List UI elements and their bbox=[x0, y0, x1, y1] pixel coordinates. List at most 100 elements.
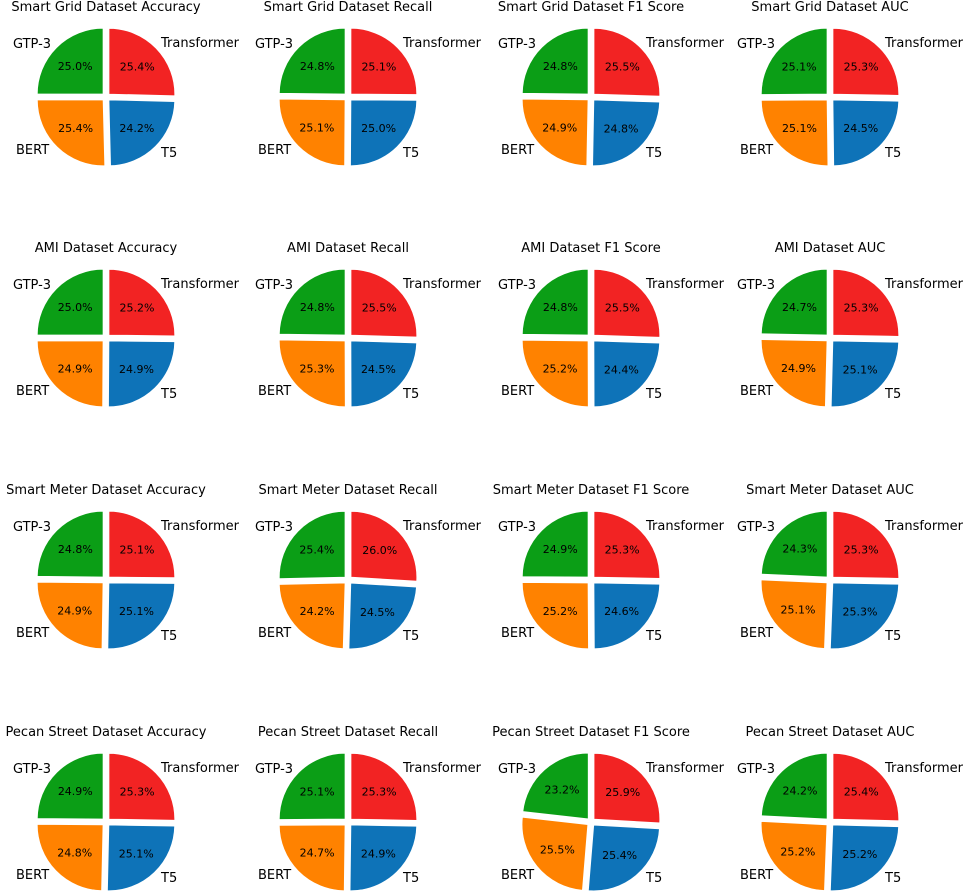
pie-slice-gtp-3 bbox=[593, 582, 661, 650]
pie-slice-t5 bbox=[521, 510, 589, 578]
slice-percent-label: 25.1% bbox=[119, 543, 154, 556]
pie-slice-bert bbox=[36, 581, 104, 650]
slice-percent-label: 25.2% bbox=[780, 845, 815, 858]
pie-chart: Smart Meter Dataset Recall 26.0% Transform… bbox=[255, 483, 482, 650]
slice-category-label: T5 bbox=[884, 871, 901, 886]
pie-slice-transformer bbox=[593, 27, 661, 97]
pie-chart: Pecan Street Dataset Recall 25.3% Transfor… bbox=[255, 725, 482, 891]
slice-percent-label: 25.5% bbox=[605, 302, 640, 315]
pie-slice-t5 bbox=[760, 510, 828, 578]
slice-category-label: BERT bbox=[258, 384, 291, 399]
pie-slice-t5 bbox=[278, 27, 346, 95]
pie-slice-t5 bbox=[760, 268, 828, 336]
pie-slice-t5 bbox=[36, 510, 104, 578]
slice-percent-label: 24.4% bbox=[604, 363, 639, 376]
slice-category-label: GTP-3 bbox=[498, 520, 536, 535]
chart-title: Smart Grid Dataset F1 Score bbox=[498, 0, 684, 15]
pie-slice-transformer bbox=[593, 510, 661, 579]
chart-title: AMI Dataset F1 Score bbox=[521, 241, 660, 256]
pie-slice-transformer bbox=[832, 27, 900, 96]
slice-category-label: T5 bbox=[645, 629, 662, 644]
slice-category-label: Transformer bbox=[160, 519, 240, 534]
slice-category-label: GTP-3 bbox=[498, 762, 536, 777]
slice-percent-label: 24.5% bbox=[843, 122, 878, 135]
slice-percent-label: 25.2% bbox=[543, 605, 578, 618]
pie-chart: Pecan Street Dataset AUC 25.4% Transformer… bbox=[737, 725, 964, 891]
slice-percent-label: 24.8% bbox=[604, 123, 639, 136]
slice-percent-label: 25.3% bbox=[844, 301, 879, 314]
slice-category-label: Transformer bbox=[160, 761, 240, 776]
slice-percent-label: 25.3% bbox=[842, 606, 877, 619]
slice-category-label: T5 bbox=[160, 629, 177, 644]
pie-slice-gtp-3 bbox=[107, 582, 176, 650]
slice-percent-label: 25.1% bbox=[361, 60, 396, 73]
pie-slice-bert bbox=[278, 339, 346, 408]
slice-percent-label: 25.1% bbox=[299, 122, 334, 135]
slice-category-label: T5 bbox=[160, 871, 177, 886]
pie-slice-t5 bbox=[522, 752, 589, 820]
pie-slice-transformer bbox=[350, 27, 418, 96]
pie-slice-t5 bbox=[36, 27, 104, 95]
pie-chart: Smart Grid Dataset F1 Score 25.5% Transfor… bbox=[498, 0, 725, 167]
pie-slice-t5 bbox=[36, 752, 104, 820]
slice-category-label: GTP-3 bbox=[498, 278, 536, 293]
pie-slice-bert bbox=[521, 98, 589, 167]
slice-category-label: GTP-3 bbox=[13, 520, 51, 535]
slice-category-label: T5 bbox=[645, 387, 662, 402]
slice-percent-label: 25.3% bbox=[120, 785, 155, 798]
slice-percent-label: 24.9% bbox=[542, 121, 577, 134]
slice-category-label: BERT bbox=[258, 143, 291, 158]
chart-title: Pecan Street Dataset Accuracy bbox=[6, 725, 207, 740]
pie-slice-transformer bbox=[593, 268, 661, 338]
slice-percent-label: 24.2% bbox=[119, 122, 154, 135]
chart-title: Smart Grid Dataset Accuracy bbox=[11, 0, 201, 15]
slice-percent-label: 25.0% bbox=[361, 122, 396, 135]
chart-title: Smart Grid Dataset AUC bbox=[751, 0, 908, 15]
slice-category-label: GTP-3 bbox=[737, 762, 775, 777]
slice-percent-label: 24.5% bbox=[360, 606, 395, 619]
pie-slice-bert bbox=[760, 339, 828, 408]
slice-percent-label: 25.1% bbox=[119, 847, 154, 860]
slice-percent-label: 25.1% bbox=[782, 60, 817, 73]
slice-category-label: Transformer bbox=[160, 36, 240, 51]
slice-percent-label: 24.8% bbox=[543, 301, 578, 314]
slice-percent-label: 24.2% bbox=[782, 784, 817, 797]
pie-slice-bert bbox=[760, 820, 828, 891]
pie-slice-bert bbox=[278, 98, 346, 167]
pie-slice-transformer bbox=[350, 752, 418, 821]
slice-percent-label: 24.5% bbox=[361, 363, 396, 376]
slice-category-label: T5 bbox=[402, 387, 419, 402]
slice-category-label: Transformer bbox=[645, 761, 725, 776]
pie-slice-t5 bbox=[521, 27, 589, 95]
slice-category-label: T5 bbox=[645, 146, 662, 161]
slice-category-label: Transformer bbox=[402, 761, 482, 776]
slice-percent-label: 25.3% bbox=[362, 785, 397, 798]
pie-slice-t5 bbox=[760, 752, 828, 820]
pie-slice-t5 bbox=[36, 268, 104, 336]
slice-percent-label: 24.9% bbox=[57, 604, 92, 617]
slice-category-label: T5 bbox=[884, 387, 901, 402]
slice-percent-label: 25.3% bbox=[300, 363, 335, 376]
slice-category-label: GTP-3 bbox=[498, 37, 536, 52]
slice-percent-label: 26.0% bbox=[362, 544, 397, 557]
chart-title: Smart Meter Dataset AUC bbox=[746, 483, 914, 498]
slice-percent-label: 24.2% bbox=[300, 605, 335, 618]
pie-chart: AMI Dataset Recall 25.5% Transformer 24.5% G… bbox=[255, 241, 482, 408]
pie-chart: Pecan Street Dataset F1 Score 25.9% Transf… bbox=[492, 725, 725, 891]
slice-percent-label: 24.9% bbox=[58, 785, 93, 798]
pie-chart: AMI Dataset Accuracy 25.2% Transformer 24.9… bbox=[13, 241, 240, 408]
slice-percent-label: 24.9% bbox=[119, 363, 154, 376]
slice-category-label: GTP-3 bbox=[255, 278, 293, 293]
slice-percent-label: 25.4% bbox=[602, 849, 637, 862]
slice-percent-label: 25.1% bbox=[119, 605, 154, 618]
chart-title: Smart Meter Dataset Recall bbox=[258, 483, 437, 498]
slice-category-label: BERT bbox=[501, 143, 534, 158]
slice-category-label: Transformer bbox=[402, 36, 482, 51]
slice-percent-label: 25.9% bbox=[605, 786, 640, 799]
pie-slice-bert bbox=[36, 340, 104, 408]
slice-category-label: BERT bbox=[16, 626, 49, 641]
slice-percent-label: 24.7% bbox=[782, 301, 817, 314]
slice-category-label: Transformer bbox=[645, 36, 725, 51]
pie-slice-gtp-3 bbox=[106, 824, 176, 891]
